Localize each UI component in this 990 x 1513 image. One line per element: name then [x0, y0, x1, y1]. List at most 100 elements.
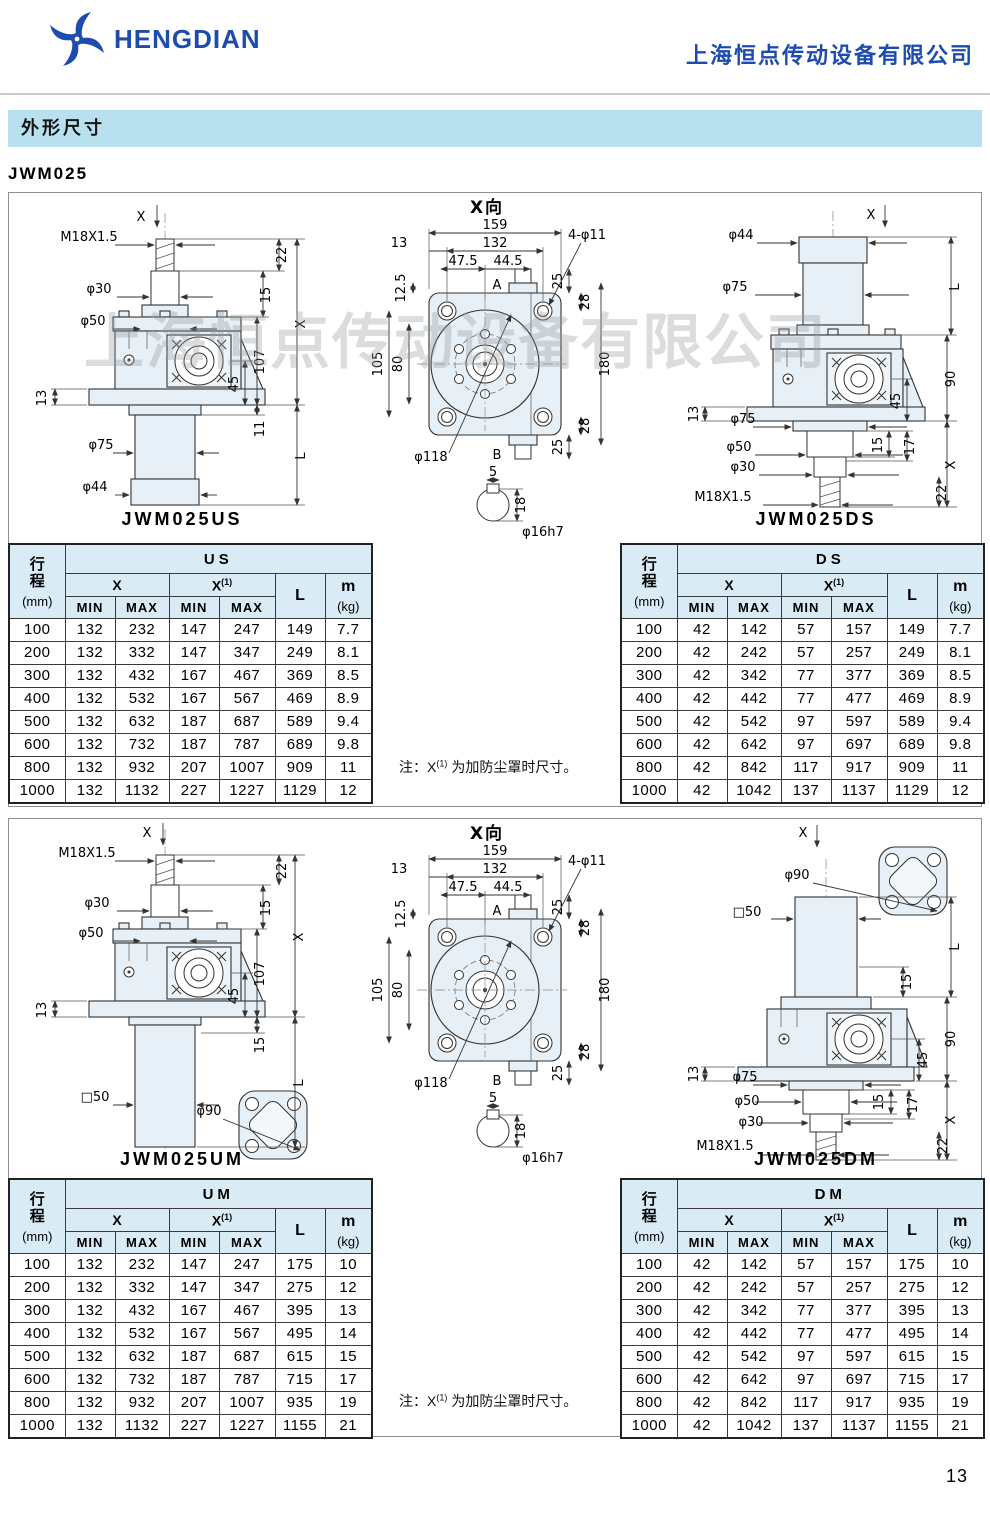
dimension-label: φ50	[734, 1094, 759, 1109]
table-cell: 57	[780, 641, 832, 665]
dimension-label: 12.5	[394, 274, 409, 303]
table-cell: 8.9	[324, 687, 373, 711]
col-header-min: MIN	[676, 596, 728, 619]
table-cell: 200	[8, 1276, 66, 1300]
col-header-m: m (kg)	[324, 573, 373, 619]
table-cell: 149	[886, 618, 938, 642]
table-cell: 347	[218, 1276, 276, 1300]
table-cell: 500	[8, 710, 66, 734]
table-cell: 600	[8, 733, 66, 757]
table-cell: 632	[114, 1345, 170, 1369]
table-cell: 97	[780, 1345, 832, 1369]
table-cell: 589	[274, 710, 326, 734]
page-header: HENGDIAN 上海恒点传动设备有限公司	[0, 0, 990, 95]
table-cell: 77	[780, 664, 832, 688]
dimension-label: 47.5	[449, 880, 478, 895]
table-cell: 132	[64, 641, 116, 665]
table-cell: 97	[780, 733, 832, 757]
table-cell: 247	[218, 1253, 276, 1277]
dimension-label: X	[944, 460, 959, 469]
table-cell: 275	[886, 1276, 938, 1300]
dimension-label: φ44	[82, 480, 107, 495]
table-cell: 42	[676, 733, 728, 757]
spec-table-dm: 行程 (mm) DM X X(1) L m (kg) MIN MAX	[620, 1178, 986, 1439]
table-cell: 200	[620, 641, 678, 665]
col-header-l: L	[274, 1208, 326, 1254]
table-cell: 469	[274, 687, 326, 711]
table-cell: 615	[886, 1345, 938, 1369]
table-cell: 1000	[8, 779, 66, 804]
page-number: 13	[945, 1466, 968, 1486]
stroke-unit: (mm)	[22, 593, 53, 609]
table-um-wrap: 行程 (mm) UM X X(1) L m (kg) MIN MAX	[8, 1178, 374, 1439]
col-header-min: MIN	[64, 596, 116, 619]
table-cell: 57	[780, 1253, 832, 1277]
table-row: 300 132 432 167 467 395 13	[8, 1299, 373, 1323]
table-cell: 242	[726, 641, 782, 665]
table-cell: 589	[886, 710, 938, 734]
dimension-label: 90	[944, 1031, 959, 1048]
table-cell: 14	[324, 1322, 373, 1346]
table-body-dm: 100 42 142 57 157 175 10 200 42 242 57 257 275 12 300 4…	[620, 1253, 985, 1439]
table-cell: 787	[218, 1368, 276, 1392]
table-cell: 400	[620, 1322, 678, 1346]
dimension-panel-top: X M18X1.5 φ30 φ50 13 φ75 φ44 22 15 X 107 45 11 L X向	[8, 192, 986, 807]
dimension-label: φ30	[84, 896, 109, 911]
col-header-max: MAX	[218, 596, 276, 619]
dimension-label: 13	[687, 406, 702, 423]
table-cell: 542	[726, 710, 782, 734]
dimension-label: 28	[578, 1044, 593, 1061]
col-header-min: MIN	[64, 1231, 116, 1254]
table-cell: 137	[780, 779, 832, 804]
table-cell: 167	[168, 1299, 220, 1323]
section-title-banner: 外形尺寸	[8, 110, 982, 147]
col-header-min: MIN	[676, 1231, 728, 1254]
table-cell: 800	[620, 756, 678, 780]
table-cell: 332	[114, 1276, 170, 1300]
dimension-label: 25	[551, 273, 566, 290]
table-cell: 42	[676, 1391, 728, 1415]
table-cell: 369	[274, 664, 326, 688]
dimension-label: 44.5	[494, 880, 523, 895]
table-cell: 77	[780, 687, 832, 711]
table-cell: 12	[936, 1276, 985, 1300]
table-cell: 117	[780, 756, 832, 780]
table-cell: 935	[274, 1391, 326, 1415]
col-header-x: X	[64, 1208, 170, 1232]
table-cell: 500	[620, 1345, 678, 1369]
col-header-l: L	[274, 573, 326, 619]
dimension-label: 45	[889, 393, 904, 410]
table-cell: 10	[324, 1253, 373, 1277]
table-body-um: 100 132 232 147 247 175 10 200 132 332 147 347 275 12…	[8, 1253, 373, 1439]
dimension-label: φ75	[722, 280, 747, 295]
table-cell: 117	[780, 1391, 832, 1415]
dimension-label: 22	[275, 247, 290, 264]
col-header-min: MIN	[168, 1231, 220, 1254]
dimension-label: 107	[253, 350, 268, 375]
table-cell: 132	[64, 1414, 116, 1439]
table-row: 800 42 842 117 917 909 11	[620, 756, 985, 780]
table-cell: 132	[64, 779, 116, 804]
table-cell: 132	[64, 1368, 116, 1392]
dimension-label: 15	[259, 287, 274, 304]
table-cell: 1132	[114, 779, 170, 804]
dimension-label: 18	[514, 497, 529, 514]
table-cell: 615	[274, 1345, 326, 1369]
table-row: 1000 132 1132 227 1227 1155 21	[8, 1414, 373, 1439]
table-cell: 532	[114, 687, 170, 711]
table-cell: 12	[324, 1276, 373, 1300]
col-header-l: L	[886, 1208, 938, 1254]
table-title-ds: DS	[676, 543, 985, 574]
table-cell: 100	[620, 1253, 678, 1277]
drawing-jwm025us: X M18X1.5 φ30 φ50 13 φ75 φ44 22 15 X 107 45 11 L	[35, 205, 309, 506]
table-cell: 132	[64, 1276, 116, 1300]
spec-table-ds: 行程 (mm) DS X X(1) L m (kg) MIN MAX	[620, 543, 986, 804]
dimension-label: □50	[81, 1090, 110, 1105]
col-header-l: L	[886, 573, 938, 619]
table-cell: 12	[936, 779, 985, 804]
stroke-unit: (mm)	[22, 1228, 53, 1244]
table-cell: 697	[830, 1368, 888, 1392]
table-cell: 187	[168, 733, 220, 757]
table-cell: 542	[726, 1345, 782, 1369]
table-cell: 232	[114, 1253, 170, 1277]
